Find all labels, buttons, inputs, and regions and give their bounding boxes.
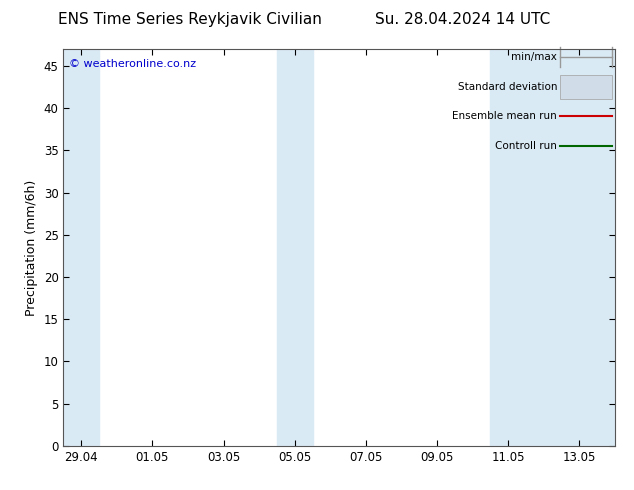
Y-axis label: Precipitation (mm/6h): Precipitation (mm/6h) bbox=[25, 179, 38, 316]
Text: ENS Time Series Reykjavik Civilian: ENS Time Series Reykjavik Civilian bbox=[58, 12, 322, 27]
Bar bbox=[63, 49, 99, 446]
Text: Su. 28.04.2024 14 UTC: Su. 28.04.2024 14 UTC bbox=[375, 12, 550, 27]
Bar bbox=[277, 49, 313, 446]
Bar bbox=[560, 75, 612, 98]
Text: © weatheronline.co.nz: © weatheronline.co.nz bbox=[69, 59, 196, 69]
Text: Standard deviation: Standard deviation bbox=[458, 82, 557, 92]
Text: min/max: min/max bbox=[511, 52, 557, 62]
Text: Ensemble mean run: Ensemble mean run bbox=[452, 111, 557, 122]
Bar bbox=[491, 49, 615, 446]
Text: Controll run: Controll run bbox=[495, 141, 557, 151]
